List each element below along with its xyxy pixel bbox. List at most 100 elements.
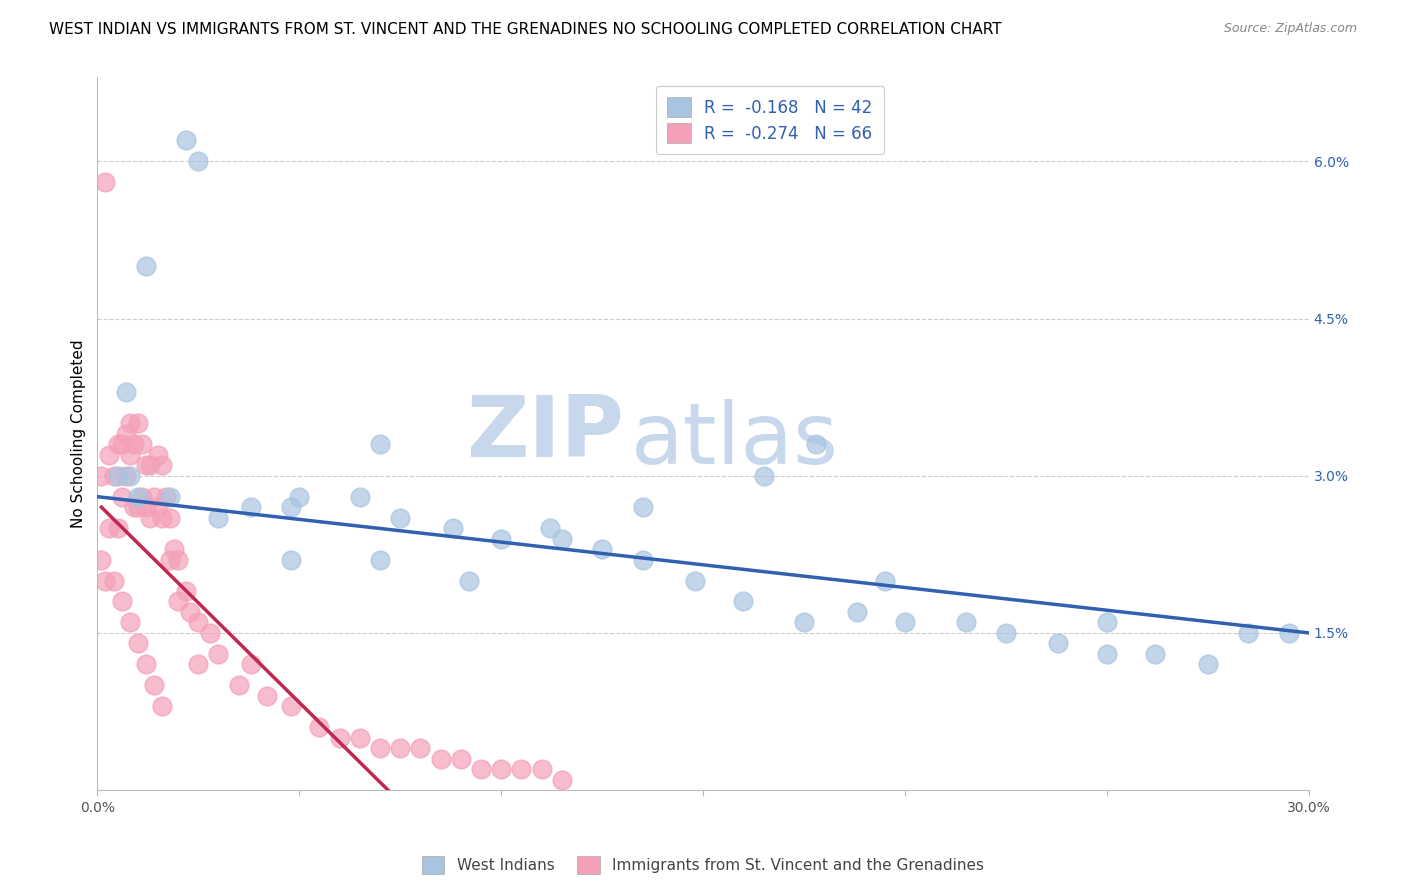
Point (114, 468, 136, 483)
Point (631, 552, 654, 566)
Point (167, 594, 190, 608)
Point (139, 510, 162, 524)
Point (256, 689, 278, 703)
Point (150, 699, 173, 714)
Point (308, 720, 330, 734)
Point (179, 605, 201, 619)
Point (90, 552, 112, 566)
Point (489, 762, 512, 776)
Point (139, 458, 162, 473)
Point (894, 615, 917, 630)
Point (122, 437, 145, 451)
Point (1144, 647, 1167, 661)
Point (135, 259, 157, 273)
Point (1197, 657, 1219, 672)
Point (107, 468, 129, 483)
Point (94, 574, 117, 588)
Point (159, 510, 181, 524)
Point (457, 574, 479, 588)
Point (409, 741, 432, 756)
Text: atlas: atlas (630, 400, 838, 483)
Point (368, 552, 391, 566)
Point (994, 626, 1017, 640)
Point (631, 500, 654, 515)
Point (127, 500, 149, 515)
Text: Source: ZipAtlas.com: Source: ZipAtlas.com (1223, 22, 1357, 36)
Point (110, 594, 132, 608)
Point (150, 510, 173, 524)
Point (135, 500, 157, 515)
Point (174, 584, 197, 599)
Point (127, 636, 149, 650)
Point (280, 699, 302, 714)
Point (146, 500, 169, 515)
Point (1095, 615, 1118, 630)
Point (122, 500, 145, 515)
Point (368, 437, 391, 451)
Point (441, 521, 464, 535)
Point (146, 448, 169, 462)
Text: ZIP: ZIP (467, 392, 624, 475)
Point (187, 154, 209, 169)
Point (114, 384, 136, 399)
Point (90, 468, 112, 483)
Point (142, 678, 165, 692)
Point (142, 490, 165, 504)
Point (591, 542, 613, 557)
Point (135, 458, 157, 473)
Legend: R =  -0.168   N = 42, R =  -0.274   N = 66: R = -0.168 N = 42, R = -0.274 N = 66 (655, 86, 884, 154)
Point (530, 762, 553, 776)
Point (551, 532, 574, 546)
Point (118, 615, 141, 630)
Point (159, 490, 181, 504)
Point (127, 417, 149, 431)
Point (389, 510, 412, 524)
Point (155, 490, 177, 504)
Point (167, 552, 190, 566)
Point (470, 762, 492, 776)
Point (955, 615, 977, 630)
Point (228, 678, 250, 692)
Point (683, 574, 706, 588)
Point (159, 552, 181, 566)
Point (239, 657, 262, 672)
Point (110, 490, 132, 504)
Point (187, 657, 209, 672)
Point (873, 574, 896, 588)
Point (94, 175, 117, 189)
Point (207, 647, 229, 661)
Point (1095, 647, 1118, 661)
Point (752, 468, 775, 483)
Point (150, 458, 173, 473)
Point (349, 490, 371, 504)
Legend: West Indians, Immigrants from St. Vincent and the Grenadines: West Indians, Immigrants from St. Vincen… (415, 850, 991, 880)
Point (551, 772, 574, 787)
Point (510, 762, 533, 776)
Point (288, 490, 311, 504)
Point (200, 626, 222, 640)
Point (118, 448, 141, 462)
Point (1047, 636, 1070, 650)
Point (280, 552, 302, 566)
Point (804, 437, 827, 451)
Point (450, 752, 472, 766)
Point (329, 731, 352, 745)
Point (110, 437, 132, 451)
Point (368, 741, 391, 756)
Point (733, 594, 755, 608)
Point (127, 490, 149, 504)
Point (1278, 626, 1301, 640)
Point (163, 542, 186, 557)
Point (845, 605, 868, 619)
Point (489, 532, 512, 546)
Point (131, 437, 153, 451)
Point (98, 521, 121, 535)
Point (114, 426, 136, 441)
Point (349, 731, 371, 745)
Point (103, 468, 125, 483)
Point (239, 500, 262, 515)
Point (98, 448, 121, 462)
Point (793, 615, 815, 630)
Point (118, 468, 141, 483)
Point (1237, 626, 1260, 640)
